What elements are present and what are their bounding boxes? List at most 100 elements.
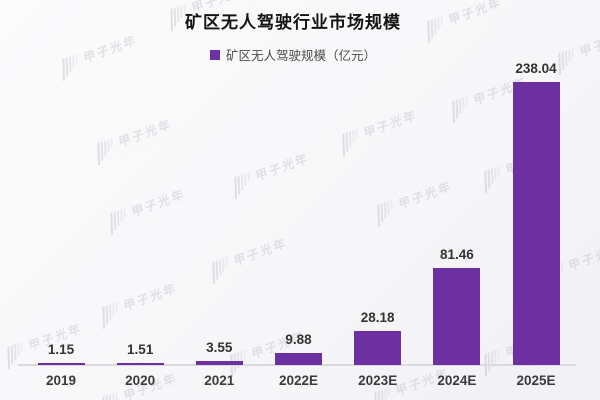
- watermark-text-group: 甲子光年· · · · · · · ·: [231, 230, 303, 277]
- watermark-logo-bar: [462, 96, 465, 111]
- watermark-text-group: 甲子光年· · · · · · · ·: [361, 102, 433, 149]
- bar-value-label: 81.46: [439, 247, 474, 262]
- watermark-subtext: · · · · · · · ·: [135, 198, 202, 228]
- watermark-logo-bar: [384, 387, 387, 400]
- watermark-subtext: · · · · · · · ·: [572, 253, 600, 282]
- watermark-logo-bar: [377, 390, 381, 400]
- watermark-logo-bar: [112, 302, 115, 317]
- watermark-logo-bar: [560, 261, 563, 272]
- watermark-logo-bar: [383, 202, 387, 219]
- watermark-logo-bar: [116, 210, 120, 227]
- watermark-logo-icon: [339, 127, 364, 157]
- watermark-text-group: 甲子光年· · · · · · · ·: [253, 145, 325, 192]
- watermark-logo-bar: [97, 142, 101, 166]
- watermark-subtext: · · · · · · · ·: [127, 292, 194, 322]
- chart-title: 矿区无人驾驶行业市场规模: [185, 13, 401, 32]
- legend-label: 矿区无人驾驶规模（亿元）: [225, 49, 376, 63]
- watermark-logo-bar: [218, 259, 222, 276]
- watermark-logo-bar: [7, 346, 11, 370]
- watermark-text-group: 甲子光年· · · · · · · ·: [129, 181, 201, 228]
- watermark: 甲子光年· · · · · · · ·: [374, 173, 469, 228]
- watermark-logo-bar: [465, 95, 468, 106]
- watermark-logo-bar: [222, 257, 225, 272]
- watermark-text: 甲子光年: [362, 107, 419, 141]
- watermark-text: 甲子光年: [117, 116, 174, 150]
- watermark-text: 甲子光年: [567, 240, 600, 274]
- watermark-logo-bar: [484, 170, 488, 194]
- watermark-logo-bar: [377, 204, 381, 228]
- watermark-logo-bar: [352, 129, 355, 144]
- bar: [37, 363, 85, 365]
- watermark-logo-bar: [112, 392, 115, 400]
- watermark-logo-bar: [247, 171, 250, 182]
- bar-value-label: 1.15: [47, 342, 75, 357]
- watermark-logo-bar: [102, 306, 106, 330]
- bar-value-label: 238.04: [515, 61, 557, 76]
- watermark-logo-bar: [103, 140, 107, 157]
- bar: [512, 82, 560, 365]
- watermark-logo-bar: [123, 207, 126, 218]
- watermark-logo-icon: [99, 390, 124, 400]
- watermark-subtext: · · · · · · · ·: [122, 128, 189, 158]
- bar-value-label: 3.55: [206, 340, 233, 355]
- watermark-text-group: 甲子光年· · · · · · · ·: [566, 235, 600, 282]
- watermark-subtext: · · · · · · · ·: [259, 162, 326, 192]
- watermark-logo-bar: [348, 131, 352, 148]
- bar-value-label: 28.18: [360, 310, 395, 325]
- watermark-logo-bar: [487, 352, 491, 372]
- watermark-logo-bar: [115, 391, 118, 400]
- watermark-text: 甲子光年: [254, 150, 311, 184]
- watermark-logo-bar: [497, 165, 500, 176]
- watermark: 甲子光年· · · · · · · ·: [209, 230, 304, 285]
- watermark-logo-bar: [390, 199, 393, 210]
- watermark-logo-icon: [374, 198, 399, 228]
- watermark-logo-icon: [449, 94, 474, 124]
- watermark-logo-bar: [497, 348, 500, 359]
- x-axis-label: 2025E: [516, 373, 556, 388]
- bar: [275, 353, 322, 365]
- bar-value-label: 9.88: [285, 332, 312, 347]
- x-axis-label: 2019: [45, 373, 77, 388]
- watermark-logo-bar: [487, 169, 491, 189]
- watermark-logo-bar: [345, 132, 349, 152]
- watermark-text-group: 甲子光年· · · · · · · ·: [396, 173, 468, 220]
- watermark-logo-bar: [10, 345, 14, 365]
- watermark-logo-bar: [110, 137, 113, 148]
- bar: [195, 361, 243, 365]
- x-axis-label: 2021: [204, 373, 235, 388]
- watermark-logo-icon: [481, 164, 506, 194]
- watermark-logo-bar: [234, 176, 238, 200]
- watermark-logo-bar: [490, 168, 494, 185]
- watermark-logo-bar: [102, 396, 106, 400]
- watermark-logo-bar: [244, 172, 247, 187]
- watermark-logo-bar: [380, 389, 384, 400]
- watermark-logo-bar: [215, 260, 219, 280]
- bar-value-label: 1.51: [127, 342, 154, 357]
- x-axis-line: [18, 364, 576, 366]
- watermark-logo-icon: [107, 206, 132, 236]
- bar: [116, 363, 164, 365]
- watermark-logo-bar: [108, 394, 112, 400]
- watermark-logo-icon: [94, 136, 119, 166]
- watermark-logo-bar: [387, 200, 390, 215]
- watermark-logo-bar: [455, 99, 459, 119]
- watermark-logo-bar: [342, 133, 346, 157]
- x-axis-label: 2024E: [437, 373, 477, 388]
- watermark-logo-icon: [481, 347, 506, 377]
- watermark-text: 甲子光年: [130, 186, 187, 220]
- watermark-logo-bar: [452, 100, 456, 124]
- watermark: 甲子光年· · · · · · · ·: [107, 181, 202, 236]
- watermark-logo-bar: [105, 305, 109, 325]
- watermark-subtext: · · · · · · · ·: [367, 119, 434, 149]
- watermark-logo-bar: [105, 395, 109, 400]
- watermark-logo-bar: [494, 349, 497, 364]
- watermark-logo-bar: [115, 301, 118, 312]
- watermark-logo-icon: [99, 300, 124, 330]
- watermark: 甲子光年· · · · · · · ·: [99, 275, 194, 330]
- watermark: 甲子光年· · · · · · · ·: [339, 102, 434, 157]
- legend: 矿区无人驾驶规模（亿元）: [0, 45, 586, 64]
- x-axis-label: 2020: [125, 373, 156, 388]
- watermark-logo-bar: [494, 166, 497, 181]
- bar: [433, 268, 481, 365]
